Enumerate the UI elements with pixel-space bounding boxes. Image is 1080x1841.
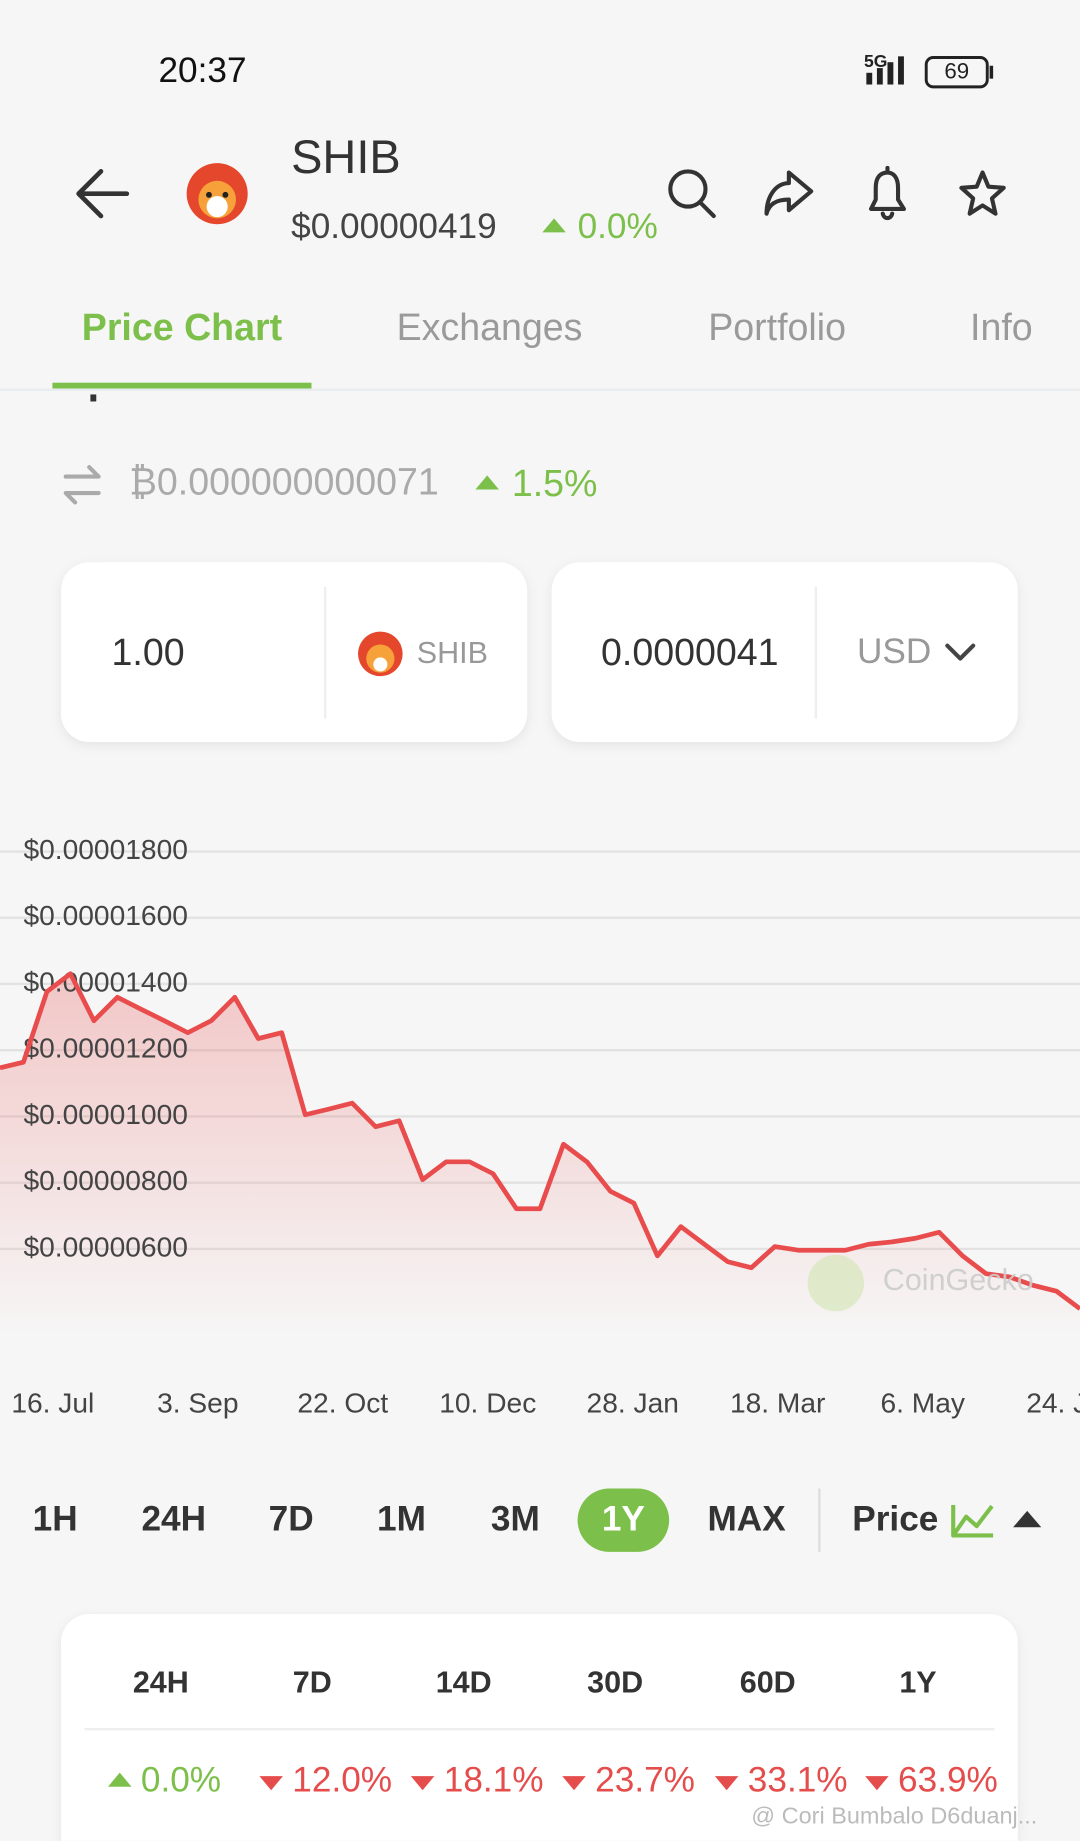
coin-icon-small: [358, 631, 403, 677]
tab-indicator: [52, 382, 312, 389]
price-line: [0, 971, 1080, 1311]
battery-level: 69: [944, 59, 969, 84]
price-area: [0, 973, 1080, 1339]
y-tick-label: $0.00001000: [23, 1098, 187, 1130]
amount-input[interactable]: 1.00: [112, 631, 185, 673]
x-tick-label: 10. Dec: [439, 1387, 536, 1419]
x-tick-label: 18. Mar: [730, 1387, 825, 1419]
performance-header: 1Y: [899, 1666, 936, 1700]
metric-arrow[interactable]: [1013, 1510, 1042, 1528]
footer-watermark: @ Cori Bumbalo D6duanj...: [751, 1802, 1037, 1828]
performance-header: 14D: [436, 1666, 492, 1700]
coin-change: 0.0%: [578, 207, 658, 246]
converted-amount: 0.0000041: [601, 631, 779, 673]
watermark-logo: [807, 1254, 864, 1312]
performance-header: 7D: [293, 1666, 332, 1700]
range-active[interactable]: [577, 1488, 670, 1552]
performance-value: 18.1%: [444, 1760, 544, 1799]
performance-header: 60D: [740, 1666, 796, 1700]
metric-select[interactable]: Price: [852, 1500, 938, 1539]
performance-value: 63.9%: [898, 1760, 998, 1799]
range-selector: 1H 24H 7D 1M 3M 1Y MAX: [33, 1488, 786, 1552]
y-tick-label: $0.00001400: [23, 965, 187, 997]
currency-chevron[interactable]: [945, 643, 976, 661]
y-tick-label: $0.00001200: [23, 1032, 187, 1064]
change-arrow: [542, 218, 566, 233]
performance-value: 0.0%: [141, 1760, 221, 1799]
currency-select[interactable]: USD: [857, 632, 931, 671]
card-divider: [814, 586, 818, 719]
y-tick-label: $0.00001600: [23, 899, 187, 931]
status-time: 20:37: [158, 51, 246, 90]
battery-icon: [924, 56, 989, 89]
y-tick-label: $0.00001800: [23, 833, 187, 865]
tab[interactable]: Exchanges: [397, 306, 583, 348]
coin-name: SHIB: [291, 130, 401, 183]
battery-tip: [989, 65, 994, 79]
x-tick-label: 3. Sep: [157, 1387, 238, 1419]
performance-arrow: [259, 1776, 283, 1791]
performance-value: 23.7%: [595, 1760, 695, 1799]
btc-change-arrow: [475, 475, 499, 490]
range-button[interactable]: 24H: [141, 1500, 206, 1539]
back-button[interactable]: [76, 169, 130, 219]
signal-icon: [866, 56, 904, 85]
btc-price: ₿0.000000000071: [129, 461, 439, 503]
range-button[interactable]: 1Y: [602, 1500, 645, 1539]
network-label: 5G: [864, 51, 887, 71]
tab-bar: Price Chart Exchanges Portfolio Info: [52, 306, 1033, 389]
swap-icon: [63, 465, 101, 505]
range-button[interactable]: 3M: [491, 1500, 540, 1539]
x-tick-label: 24. Jul: [1026, 1387, 1080, 1419]
performance-arrow: [714, 1776, 739, 1791]
alert-button[interactable]: [868, 165, 906, 221]
performance-arrow: [562, 1776, 586, 1791]
tab[interactable]: Info: [970, 306, 1033, 348]
price-chart: $0.00001800 $0.00001600 $0.00001400 $0.0000…: [0, 833, 1080, 1419]
coin-price: $0.00000419: [291, 207, 497, 246]
range-button[interactable]: MAX: [707, 1500, 786, 1539]
y-tick-label: $0.00000800: [23, 1164, 187, 1196]
range-button[interactable]: 1M: [377, 1500, 426, 1539]
btc-change: 1.5%: [512, 462, 598, 504]
x-tick-label: 6. May: [880, 1387, 965, 1419]
tab-divider: [0, 388, 1080, 391]
performance-table: 24H 7D 14D 30D 60D 1Y 0.0% 12.0% 18.1% 23.7% 33.1%…: [108, 1666, 998, 1799]
performance-arrow: [108, 1772, 132, 1787]
tab-dot: [90, 394, 97, 402]
performance-value: 33.1%: [748, 1760, 848, 1799]
coin-symbol: SHIB: [417, 636, 488, 670]
x-tick-label: 16. Jul: [11, 1387, 94, 1419]
share-button[interactable]: [764, 170, 814, 216]
performance-card: [61, 1614, 1018, 1841]
tab[interactable]: Portfolio: [708, 306, 846, 348]
metric-icon[interactable]: [951, 1504, 994, 1538]
search-button[interactable]: [668, 169, 716, 219]
card-divider: [324, 586, 327, 719]
performance-header: 30D: [587, 1666, 643, 1700]
tab[interactable]: Price Chart: [82, 306, 283, 348]
x-tick-label: 22. Oct: [297, 1387, 388, 1419]
performance-arrow: [410, 1776, 435, 1791]
amount-card[interactable]: [61, 562, 528, 742]
range-divider: [818, 1488, 821, 1552]
favorite-button[interactable]: [959, 170, 1006, 216]
y-tick-label: $0.00000600: [23, 1230, 187, 1262]
performance-divider: [84, 1728, 995, 1731]
converted-card[interactable]: [551, 562, 1018, 742]
performance-arrow: [865, 1776, 889, 1791]
performance-value: 12.0%: [292, 1760, 392, 1799]
x-tick-label: 28. Jan: [587, 1387, 679, 1419]
performance-header: 24H: [133, 1666, 189, 1700]
range-button[interactable]: 1H: [33, 1500, 78, 1539]
range-button[interactable]: 7D: [269, 1500, 314, 1539]
coin-icon: [186, 163, 248, 225]
chart-watermark: CoinGecko: [883, 1263, 1034, 1297]
